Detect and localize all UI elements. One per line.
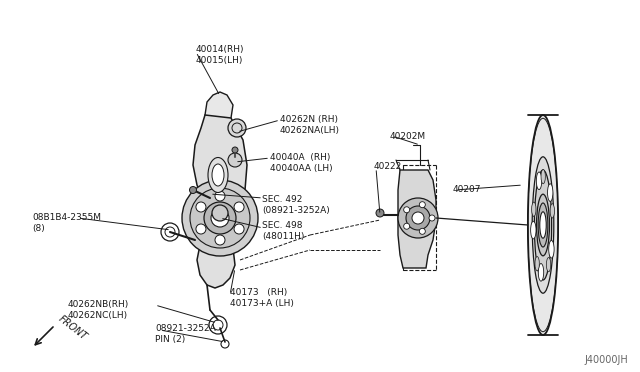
- Circle shape: [412, 212, 424, 224]
- Circle shape: [406, 206, 430, 230]
- Polygon shape: [193, 115, 247, 288]
- Circle shape: [232, 147, 238, 153]
- Circle shape: [429, 215, 435, 221]
- Text: 40207: 40207: [453, 185, 481, 194]
- Circle shape: [398, 198, 438, 238]
- Circle shape: [182, 180, 258, 256]
- Ellipse shape: [212, 164, 224, 186]
- Text: 40222: 40222: [374, 162, 403, 171]
- Text: SEC. 498
(48011H): SEC. 498 (48011H): [262, 221, 305, 241]
- Circle shape: [196, 224, 206, 234]
- Ellipse shape: [541, 170, 545, 184]
- Text: FRONT: FRONT: [57, 314, 89, 342]
- Circle shape: [404, 207, 410, 213]
- Circle shape: [204, 202, 236, 234]
- Polygon shape: [205, 92, 233, 130]
- Circle shape: [215, 191, 225, 201]
- Circle shape: [215, 235, 225, 245]
- Ellipse shape: [538, 263, 543, 281]
- Circle shape: [196, 202, 206, 212]
- Ellipse shape: [536, 194, 550, 256]
- Circle shape: [211, 209, 229, 227]
- Ellipse shape: [535, 257, 540, 271]
- Text: 08921-3252A
PIN (2): 08921-3252A PIN (2): [155, 324, 216, 344]
- Circle shape: [404, 223, 410, 229]
- Ellipse shape: [531, 221, 536, 239]
- Polygon shape: [398, 170, 436, 268]
- Ellipse shape: [528, 115, 558, 335]
- Text: 40262N (RH)
40262NA(LH): 40262N (RH) 40262NA(LH): [280, 115, 340, 135]
- Circle shape: [228, 119, 246, 137]
- Ellipse shape: [540, 212, 547, 238]
- Ellipse shape: [532, 157, 554, 293]
- Text: 40040A  (RH)
40040AA (LH): 40040A (RH) 40040AA (LH): [270, 153, 333, 173]
- Ellipse shape: [548, 184, 553, 201]
- Circle shape: [234, 224, 244, 234]
- Circle shape: [189, 186, 196, 193]
- Text: J40000JH: J40000JH: [584, 355, 628, 365]
- Circle shape: [376, 209, 384, 217]
- Ellipse shape: [532, 202, 536, 217]
- Text: 40262NB(RH)
40262NC(LH): 40262NB(RH) 40262NC(LH): [68, 300, 129, 320]
- Text: 40014(RH)
40015(LH): 40014(RH) 40015(LH): [196, 45, 244, 65]
- Ellipse shape: [547, 257, 551, 272]
- Text: 40202M: 40202M: [390, 132, 426, 141]
- Circle shape: [419, 202, 426, 208]
- Circle shape: [190, 188, 250, 248]
- Ellipse shape: [538, 203, 548, 247]
- Ellipse shape: [548, 240, 554, 258]
- Text: SEC. 492
(08921-3252A): SEC. 492 (08921-3252A): [262, 195, 330, 215]
- Circle shape: [228, 153, 242, 167]
- Text: 08B1B4-2355M
(8): 08B1B4-2355M (8): [32, 213, 101, 234]
- Circle shape: [234, 202, 244, 212]
- Text: 40173   (RH)
40173+A (LH): 40173 (RH) 40173+A (LH): [230, 288, 294, 308]
- Ellipse shape: [550, 204, 554, 218]
- Ellipse shape: [536, 172, 541, 190]
- Circle shape: [212, 205, 228, 221]
- Circle shape: [419, 228, 426, 234]
- Ellipse shape: [208, 157, 228, 192]
- Ellipse shape: [534, 170, 552, 280]
